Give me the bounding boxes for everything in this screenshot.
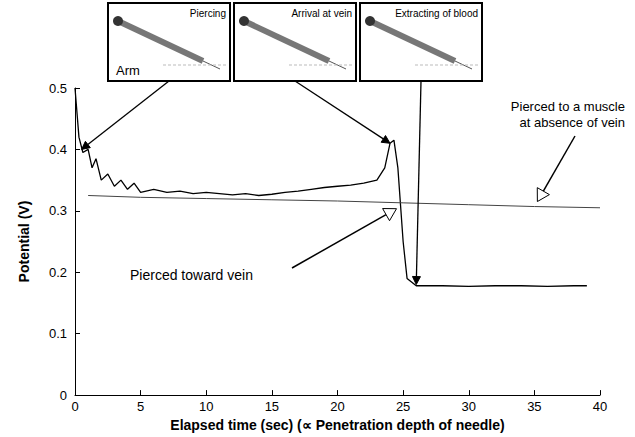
svg-text:Pierced to a muscle: Pierced to a muscle [511, 99, 625, 114]
svg-text:Potential (V): Potential (V) [16, 201, 32, 283]
svg-text:0: 0 [60, 388, 67, 403]
svg-text:0.2: 0.2 [49, 265, 67, 280]
svg-text:25: 25 [396, 399, 410, 414]
svg-text:0.3: 0.3 [49, 203, 67, 218]
svg-text:0.5: 0.5 [49, 81, 67, 96]
svg-text:Pierced toward vein: Pierced toward vein [130, 267, 253, 283]
svg-text:at absence of vein: at absence of vein [519, 115, 625, 130]
svg-text:35: 35 [527, 399, 541, 414]
svg-text:Arrival at vein: Arrival at vein [291, 8, 352, 19]
svg-text:20: 20 [330, 399, 344, 414]
svg-text:Extracting of blood: Extracting of blood [395, 8, 478, 19]
svg-text:Elapsed time (sec) (∝ Penetrat: Elapsed time (sec) (∝ Penetration depth … [170, 417, 504, 433]
svg-text:5: 5 [137, 399, 144, 414]
svg-text:15: 15 [265, 399, 279, 414]
svg-text:0: 0 [71, 399, 78, 414]
svg-text:40: 40 [593, 399, 607, 414]
svg-text:10: 10 [199, 399, 213, 414]
svg-text:0.1: 0.1 [49, 326, 67, 341]
svg-text:30: 30 [462, 399, 476, 414]
svg-text:Piercing: Piercing [190, 8, 226, 19]
svg-text:0.4: 0.4 [49, 142, 67, 157]
svg-text:Arm: Arm [116, 63, 140, 78]
